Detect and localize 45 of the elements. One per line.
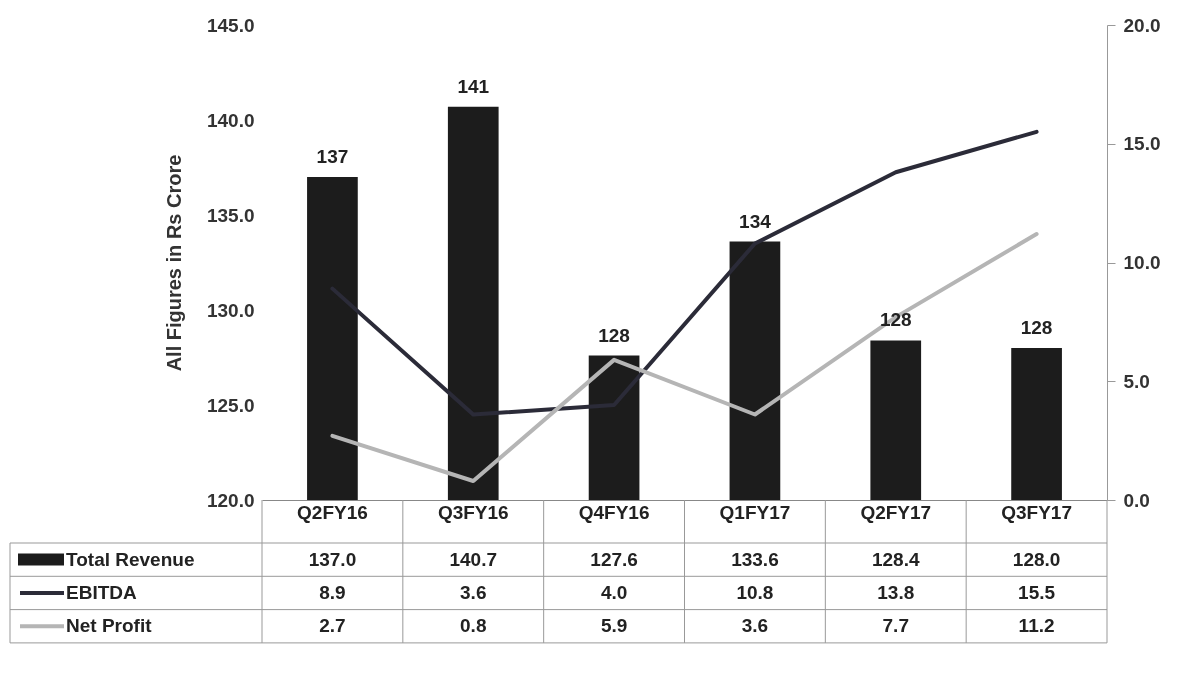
data-label: 133.6 [731, 548, 779, 570]
legend-label: EBITDA [66, 581, 137, 603]
annotation: 128 [1020, 317, 1053, 338]
y2-tick-label: 10.0 [1123, 252, 1161, 273]
x-tick-label: Q3FY17 [1001, 501, 1072, 523]
y-axis-title: All Figures in Rs Crore [162, 154, 185, 372]
y-tick-label: 145.0 [206, 14, 255, 36]
data-label: 2.7 [319, 615, 346, 637]
data-label: 128.4 [871, 548, 920, 570]
y-tick-label: 120.0 [206, 489, 255, 511]
data-label: 127.6 [590, 548, 638, 570]
data-label: 15.5 [1018, 581, 1056, 603]
data-label: 128.0 [1012, 548, 1061, 570]
y2-tick-label: 15.0 [1123, 133, 1161, 155]
legend-label: Net Profit [66, 615, 153, 637]
data-label: 11.2 [1018, 615, 1055, 637]
y-tick-label: 140.0 [206, 109, 255, 131]
x-tick-label: Q2FY17 [860, 501, 932, 523]
data-label: 13.8 [877, 581, 915, 603]
x-tick-label: Q4FY16 [578, 501, 650, 523]
data-label: 137.0 [308, 548, 357, 570]
y2-tick-label: 5.0 [1123, 370, 1150, 392]
y-tick-label: 125.0 [206, 394, 255, 416]
data-label: 7.7 [882, 615, 909, 637]
legend-label: Total Revenue [66, 548, 195, 570]
x-tick-label: Q1FY17 [719, 501, 791, 523]
data-label: 10.8 [736, 581, 774, 603]
annotation: 141 [457, 75, 490, 97]
data-label: 140.7 [449, 548, 498, 570]
annotation: 137 [316, 146, 349, 167]
data-label: 3.6 [741, 615, 769, 637]
annotation: 128 [879, 309, 912, 331]
x-tick-label: Q3FY16 [437, 501, 509, 523]
y2-tick-label: 0.0 [1123, 489, 1150, 511]
data-label: 4.0 [600, 581, 628, 603]
y-tick-label: 135.0 [206, 204, 255, 226]
annotation: 134 [739, 210, 772, 232]
y-tick-label: 130.0 [206, 299, 255, 321]
data-label: 8.9 [319, 581, 346, 603]
data-label: 0.8 [460, 615, 487, 637]
x-tick-label: Q2FY16 [297, 501, 368, 523]
data-label: 3.6 [460, 581, 487, 603]
annotation: 128 [598, 324, 630, 346]
data-label: 5.9 [600, 615, 628, 637]
y2-tick-label: 20.0 [1123, 14, 1161, 36]
